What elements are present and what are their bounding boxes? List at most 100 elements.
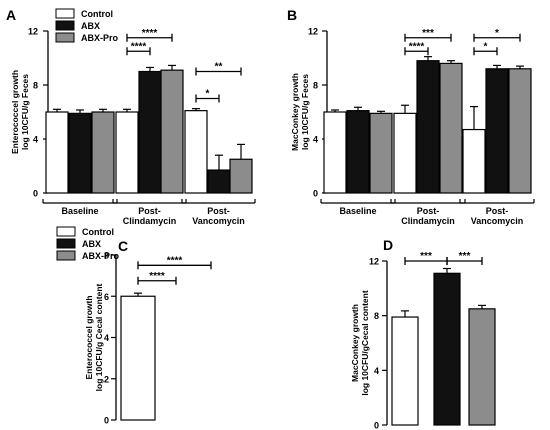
y-tick-label: 0 [33,189,38,199]
group-label-line: Post- [417,206,440,216]
bar-abx-pro [468,308,496,426]
bar-abx-pro [369,112,393,194]
y-axis-label-line: log 10CFU/g Cecal content [94,283,104,391]
bar-control [391,316,419,426]
bar-abx [416,60,440,194]
y-axis-label-line: log 10CFU/g Feces [20,74,30,150]
group-label-line: Baseline [61,206,98,216]
y-tick-label: 6 [104,292,109,302]
significance-label: * [495,28,499,39]
significance-label: **** [409,41,425,52]
group-label-line: Baseline [339,206,376,216]
group-label: Post-Clindamycin [401,206,455,226]
y-axis-label-line: Enterococcel growth [84,295,94,379]
panel-c: C 0 2 4 6 8 Enterococcel growthlog 10CFU/g Cec… [56,226,212,426]
bar-abx [68,112,92,194]
y-tick-label: 4 [104,333,109,343]
group-label-line: Post- [207,206,230,216]
y-tick-label: 2 [104,374,109,384]
y-axis-label: Enterococcel growthlog 10CFU/g Feces [10,70,30,154]
group-label-line: Post- [138,206,161,216]
significance-label: *** [459,251,471,262]
y-axis-label: MacConkey growthlog 10CFU/g Feces [290,73,310,151]
group-label-line: Post- [486,206,509,216]
bar-abx-pro [229,158,253,194]
bar-abx-pro [439,62,463,194]
y-tick-label: 0 [313,189,318,199]
group-label: Baseline [61,206,98,216]
significance-label: * [206,89,210,100]
y-tick-label: 8 [313,81,318,91]
significance-label: *** [422,28,434,39]
panel-letter: D [383,237,393,253]
bar-control [323,111,347,194]
legend-label: ABX [82,239,101,249]
group-label: Post-Vancomycin [471,206,524,226]
legend-label: Control [82,227,114,237]
y-tick-label: 4 [374,366,379,376]
bar-abx [485,68,509,194]
y-tick-label: 12 [28,27,38,37]
group-label: Post-Vancomycin [192,206,245,226]
group-label-line: Vancomycin [192,216,245,226]
bar-abx-pro [508,68,532,194]
y-tick-label: 4 [313,135,318,145]
panel-a: A 0 4 8 12 Enterococcel growthlog 10CFU/g Fec… [6,7,256,226]
bar-abx [346,110,370,194]
group-label: Post-Clindamycin [123,206,177,226]
bar-control [184,110,208,194]
significance-label: **** [131,41,147,52]
bar-control [45,111,69,194]
legend-swatch [55,8,75,19]
panel-letter: C [118,238,128,254]
significance-label: **** [142,28,158,39]
y-tick-label: 4 [33,135,38,145]
legend-swatch [56,226,76,237]
bar-abx [207,169,231,194]
group-label: Baseline [339,206,376,216]
y-axis-label: Enterococcel growthlog 10CFU/g Cecal con… [84,283,104,391]
legend-swatch [55,20,75,31]
bar-abx-pro [160,69,184,194]
y-tick-label: 0 [104,416,109,426]
legend-label: Control [81,9,113,19]
group-label-line: Clindamycin [401,216,455,226]
y-tick-label: 8 [33,81,38,91]
y-axis-label: MacConkey growthlog 10CFU/gCecal content [350,290,370,395]
legend-label: ABX-Pro [81,33,119,43]
legend-swatch [55,32,75,43]
significance-label: * [484,41,488,52]
y-axis-label-line: MacConkey growth [290,73,300,151]
y-axis-label-line: Enterococcel growth [10,70,20,154]
legend-swatch [56,238,76,249]
y-tick-label: 12 [308,27,318,37]
bar-control [120,295,156,421]
panel-letter: B [287,7,297,23]
legend-swatch [56,250,76,261]
legend-label: ABX [81,21,100,31]
y-tick-label: 8 [374,311,379,321]
bar-control [462,128,486,194]
panel-letter: A [6,7,16,23]
significance-label: **** [149,271,165,282]
significance-label: *** [420,251,432,262]
y-tick-label: 8 [104,251,109,261]
bar-abx [433,272,461,426]
y-axis-label-line: log 10CFU/g Feces [300,74,310,150]
y-tick-label: 0 [374,421,379,430]
bar-control [115,111,139,194]
legend-label: ABX-Pro [82,251,120,261]
bar-control [393,112,417,194]
y-axis-label-line: MacConkey growth [350,304,360,382]
bar-abx-pro [91,111,115,194]
y-axis-label-line: log 10CFU/gCecal content [360,290,370,395]
significance-label: **** [167,255,183,266]
bar-abx [138,70,162,194]
group-label-line: Clindamycin [123,216,177,226]
group-label-line: Vancomycin [471,216,524,226]
panel-d: D 0 4 8 12 MacConkey growthlog 10CFU/gCecal c… [350,237,496,430]
panel-b: B 0 4 8 12 MacConkey growthlog 10CFU/g Feces *… [287,7,535,226]
significance-label: ** [215,62,223,73]
y-tick-label: 12 [369,257,379,267]
